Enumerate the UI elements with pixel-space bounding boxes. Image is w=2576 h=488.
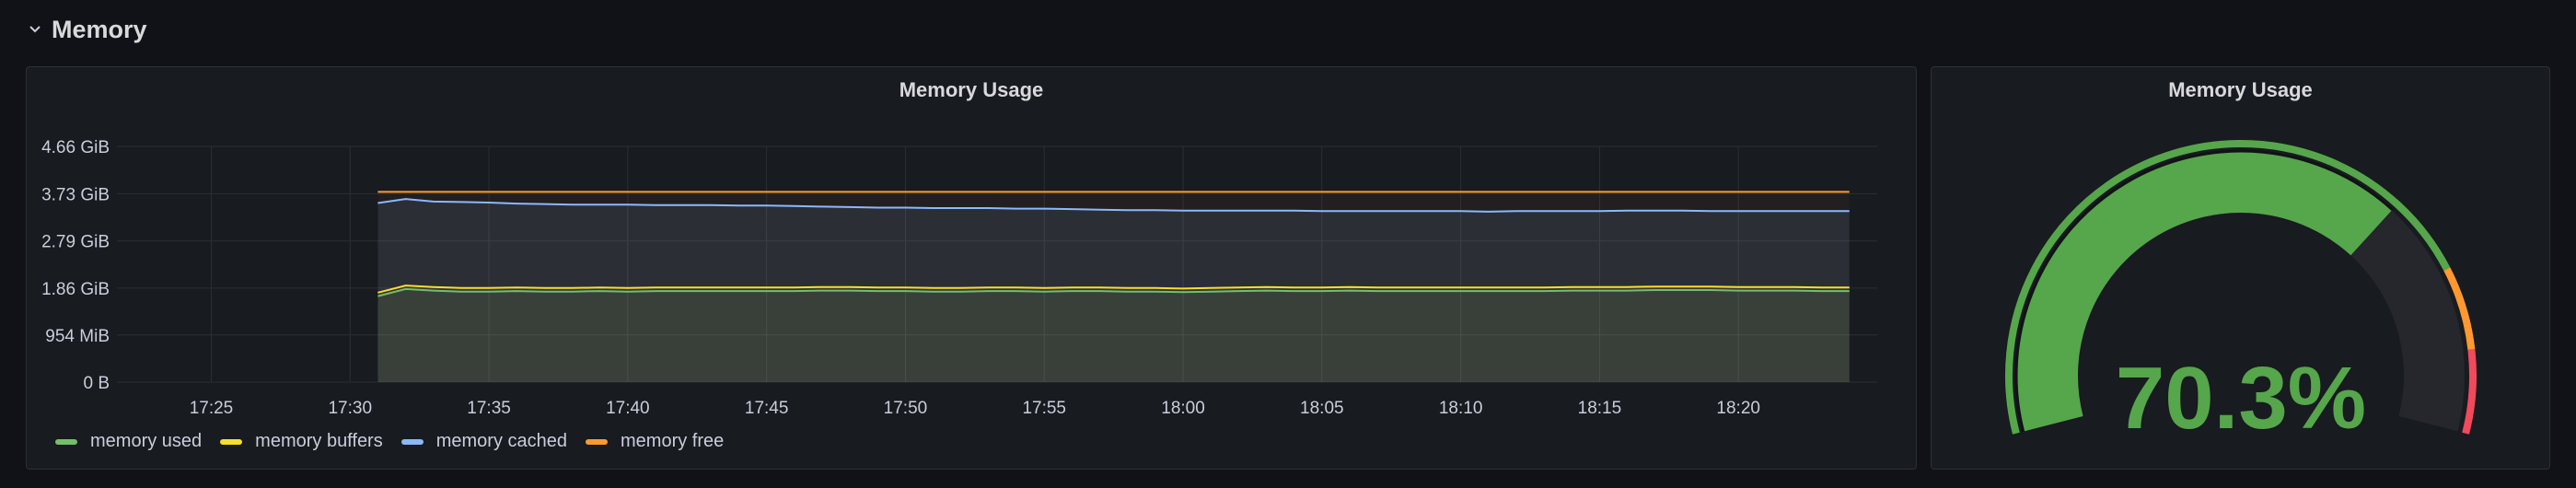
y-axis: 4.66 GiB 3.73 GiB 2.79 GiB 1.86 GiB 954 MiB 0…	[41, 138, 110, 393]
legend-swatch	[55, 438, 77, 445]
legend-swatch	[400, 438, 424, 445]
x-tick-label: 18:10	[1439, 399, 1483, 418]
gauge-value-arc	[2017, 151, 2392, 432]
gauge-inner-ring	[2014, 149, 2394, 433]
gauge-threshold-orange	[2443, 267, 2476, 351]
gauge-threshold-green	[2004, 139, 2451, 435]
memory-cached-line	[377, 198, 1850, 213]
chart-grid	[117, 145, 1877, 383]
y-tick-label: 0 B	[83, 374, 110, 393]
x-tick-label: 17:30	[328, 399, 372, 418]
x-tick-label: 18:00	[1161, 399, 1205, 418]
x-tick-label: 17:50	[884, 399, 928, 418]
y-tick-label: 954 MiB	[45, 327, 110, 346]
y-tick-label: 4.66 GiB	[41, 138, 110, 157]
legend-swatch	[586, 438, 609, 445]
x-tick-label: 18:15	[1578, 399, 1622, 418]
memory-usage-chart[interactable]: 4.66 GiB 3.73 GiB 2.79 GiB 1.86 GiB 954 MiB 0…	[27, 67, 1918, 471]
legend-label: memory used	[90, 431, 203, 451]
gauge-threshold-red	[2462, 349, 2477, 435]
x-tick-label: 17:25	[190, 399, 234, 418]
memory-usage-gauge-panel[interactable]: Memory Usage 70.3%	[1931, 66, 2550, 470]
memory-used-line	[377, 287, 1850, 297]
memory-buffers-line	[377, 285, 1850, 294]
x-axis: 17:25 17:30 17:35 17:40 17:45 17:50 17:55 18:00…	[190, 399, 1760, 418]
x-tick-label: 18:20	[1716, 399, 1760, 418]
legend-item-memory-used[interactable]: memory used	[55, 431, 202, 452]
legend-item-memory-buffers[interactable]: memory buffers	[220, 431, 383, 452]
x-tick-label: 17:35	[467, 399, 511, 418]
legend-swatch	[220, 438, 243, 445]
row-title: Memory	[52, 15, 147, 43]
memory-row-header[interactable]: Memory	[28, 11, 147, 48]
legend-item-memory-cached[interactable]: memory cached	[400, 431, 568, 452]
y-tick-label: 1.86 GiB	[41, 280, 110, 299]
panel-title[interactable]: Memory Usage	[2168, 78, 2313, 101]
gauge-value-text: 70.3%	[2116, 349, 2366, 447]
panel-title[interactable]: Memory Usage	[899, 78, 1044, 101]
x-tick-label: 17:45	[745, 399, 789, 418]
legend-label: memory cached	[435, 431, 568, 451]
chevron-down-icon[interactable]	[28, 22, 42, 37]
memory-gauge: 70.3%	[2004, 139, 2477, 447]
x-tick-label: 18:05	[1300, 399, 1344, 418]
legend-label: memory free	[621, 431, 725, 451]
memory-used-area	[377, 288, 1850, 382]
y-tick-label: 3.73 GiB	[41, 185, 110, 204]
y-tick-label: 2.79 GiB	[41, 233, 110, 252]
x-tick-label: 17:55	[1022, 399, 1066, 418]
chart-legend: memory used memory buffers memory cached…	[55, 431, 724, 452]
x-tick-label: 17:40	[606, 399, 650, 418]
legend-item-memory-free[interactable]: memory free	[586, 431, 724, 452]
legend-label: memory buffers	[255, 431, 383, 451]
chart-lines	[377, 191, 1850, 297]
memory-usage-timeseries-panel[interactable]: Memory Usage 4.66 GiB 3.73 GiB 2.79 GiB 1.8…	[26, 66, 1917, 470]
